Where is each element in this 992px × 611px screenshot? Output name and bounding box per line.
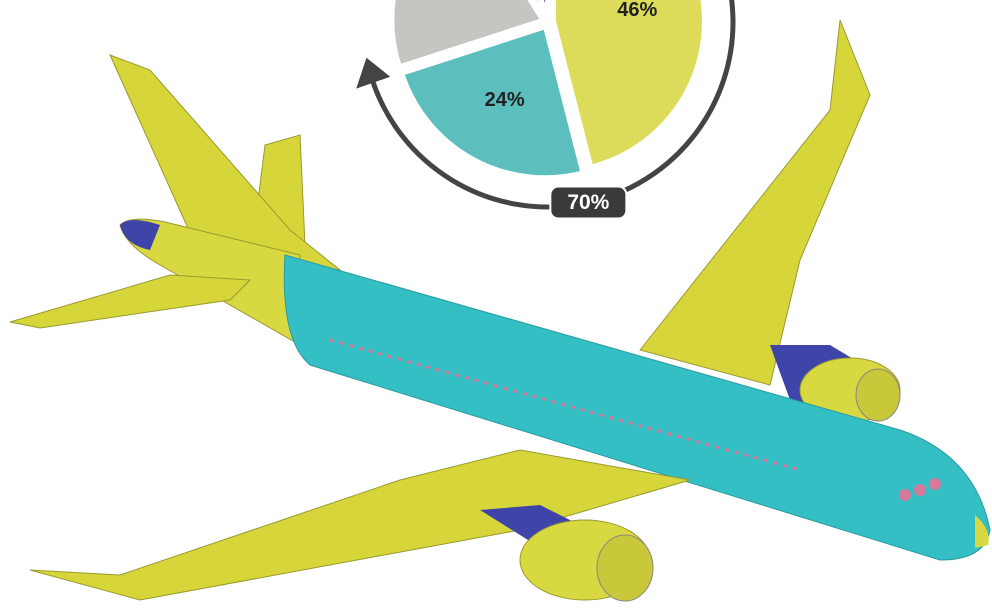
near-stabilizer xyxy=(9,274,252,329)
pie-slice xyxy=(399,24,585,180)
pie-chart: 46%24%21%70% xyxy=(356,0,736,220)
pie-slice xyxy=(551,0,706,169)
arrow-head xyxy=(356,57,391,89)
pie-slice xyxy=(390,0,546,69)
fuselage xyxy=(283,254,991,561)
windows xyxy=(899,478,941,501)
near-engine-inlet xyxy=(596,534,654,602)
vertical-tail xyxy=(109,54,342,271)
annotation-badge xyxy=(549,185,628,220)
nose-tip xyxy=(975,515,989,548)
pie-slice xyxy=(539,0,550,17)
slice-label: 24% xyxy=(485,89,525,111)
window-row xyxy=(329,338,801,472)
annotation: 70% xyxy=(567,191,609,214)
near-wing xyxy=(29,449,691,601)
slice-label: 46% xyxy=(617,0,657,21)
far-engine-inlet xyxy=(855,368,901,422)
pie-slice xyxy=(532,0,548,18)
tail-tip xyxy=(120,220,160,250)
far-wing xyxy=(639,19,871,386)
airplane xyxy=(9,19,991,602)
ring-arrow xyxy=(369,0,736,210)
